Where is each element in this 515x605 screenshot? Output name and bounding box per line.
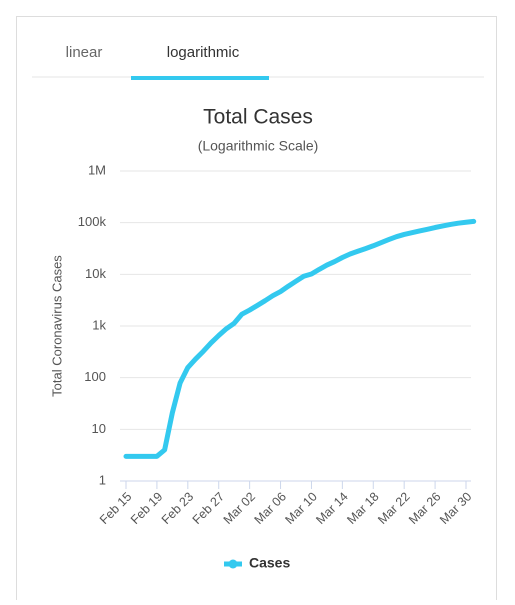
y-tick-label: 10 — [92, 421, 106, 436]
card — [16, 16, 497, 605]
series-line — [123, 218, 477, 459]
legend-label: Cases — [249, 555, 290, 571]
tab-indicator — [131, 76, 269, 80]
y-tick-label: 1k — [92, 317, 106, 332]
legend-marker — [228, 559, 238, 569]
y-tick-label: 100k — [78, 214, 107, 229]
chart-subtitle: (Logarithmic Scale) — [198, 138, 319, 154]
y-tick-label: 100 — [84, 369, 106, 384]
y-tick-label: 1M — [88, 162, 106, 177]
y-axis-label: Total Coronavirus Cases — [49, 255, 64, 397]
chart-title: Total Cases — [203, 106, 313, 129]
y-tick-label: 1 — [99, 472, 106, 487]
tab-linear[interactable]: linear — [66, 44, 103, 61]
tab-logarithmic[interactable]: logarithmic — [167, 44, 240, 61]
y-tick-label: 10k — [85, 266, 106, 281]
